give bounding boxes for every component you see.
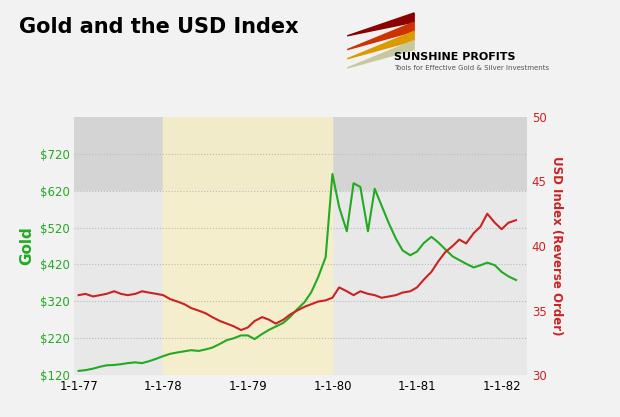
Polygon shape (347, 13, 414, 36)
Bar (163, 117, 332, 375)
Y-axis label: Gold: Gold (19, 227, 34, 265)
Y-axis label: USD Index (Reverse Order): USD Index (Reverse Order) (551, 156, 564, 336)
Polygon shape (347, 31, 414, 59)
Polygon shape (347, 22, 414, 50)
Bar (74, 117, 527, 191)
Polygon shape (347, 40, 414, 68)
Bar (74, 191, 527, 375)
Text: Tools for Effective Gold & Silver Investments: Tools for Effective Gold & Silver Invest… (394, 65, 549, 70)
Text: Gold and the USD Index: Gold and the USD Index (19, 17, 298, 37)
Text: SUNSHINE PROFITS: SUNSHINE PROFITS (394, 52, 515, 62)
